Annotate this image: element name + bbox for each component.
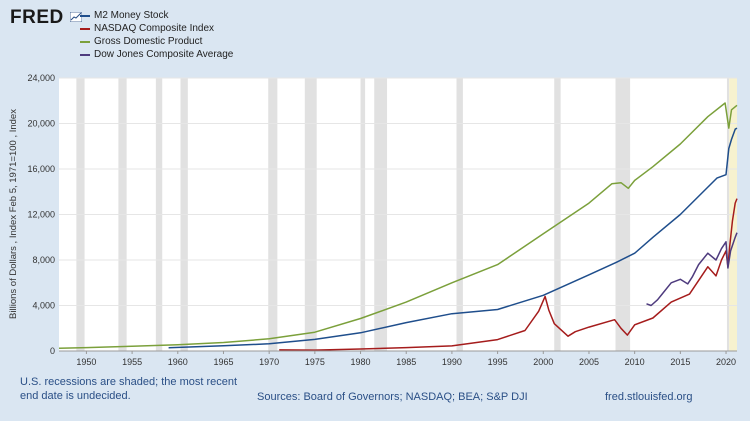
x-tick-label: 1990 xyxy=(442,357,462,367)
x-tick-label: 1960 xyxy=(168,357,188,367)
y-tick-label: 16,000 xyxy=(27,164,55,174)
series-lines xyxy=(58,102,738,351)
x-tick-label: 2000 xyxy=(533,357,553,367)
x-tick-label: 1995 xyxy=(488,357,508,367)
legend-label: Dow Jones Composite Average xyxy=(94,49,234,60)
recession-note-line1: U.S. recessions are shaded; the most rec… xyxy=(20,376,238,388)
sources-text: Sources: Board of Governors; NASDAQ; BEA… xyxy=(257,391,528,403)
graph-header: FRED M2 Money Stock NASDAQ Composite Inde… xyxy=(6,5,746,65)
fred-logo: FRED xyxy=(10,7,64,28)
x-tick-label: 1975 xyxy=(305,357,325,367)
y-tick-label: 12,000 xyxy=(27,210,55,220)
legend-label: M2 Money Stock xyxy=(94,10,169,21)
legend-swatch xyxy=(80,40,90,43)
recession-note: U.S. recessions are shaded; the most rec… xyxy=(20,375,237,403)
y-tick-label: 20,000 xyxy=(27,119,55,129)
x-tick-label: 1985 xyxy=(396,357,416,367)
y-axis-ticks: 0 4,000 8,000 12,000 16,000 20,000 24,000 xyxy=(27,73,55,356)
legend-swatch xyxy=(80,27,90,30)
y-tick-label: 24,000 xyxy=(27,73,55,83)
legend-item: Gross Domestic Product xyxy=(80,35,233,48)
x-tick-label: 1970 xyxy=(259,357,279,367)
legend-item: M2 Money Stock xyxy=(80,9,233,22)
series-line-gross-domestic-product xyxy=(58,102,738,349)
x-tick-label: 2005 xyxy=(579,357,599,367)
site-link[interactable]: fred.stlouisfed.org xyxy=(605,391,693,403)
fred-logo-chart-icon xyxy=(70,12,82,22)
recession-note-line2: end date is undecided. xyxy=(20,390,131,402)
y-tick-label: 0 xyxy=(50,346,55,356)
y-axis-label: Billions of Dollars , Index Feb 5, 1971=… xyxy=(8,109,19,319)
legend-swatch xyxy=(80,14,90,17)
series-line-m2-money-stock xyxy=(168,127,738,349)
y-tick-label: 8,000 xyxy=(32,255,55,265)
legend-label: NASDAQ Composite Index xyxy=(94,23,215,34)
chart-legend: M2 Money Stock NASDAQ Composite Index Gros… xyxy=(80,9,233,61)
legend-swatch xyxy=(80,53,90,56)
x-tick-label: 1955 xyxy=(122,357,142,367)
x-tick-label: 2020 xyxy=(716,357,736,367)
x-tick-label: 2010 xyxy=(625,357,645,367)
series-line-dow-jones-composite-average xyxy=(646,232,738,307)
x-tick-label: 1980 xyxy=(351,357,371,367)
legend-item: NASDAQ Composite Index xyxy=(80,22,233,35)
x-axis-ticks: 1950 1955 1960 1965 1970 1975 1980 1985 1990 1995… xyxy=(59,350,737,367)
x-tick-label: 2015 xyxy=(670,357,690,367)
legend-label: Gross Domestic Product xyxy=(94,36,203,47)
x-tick-label: 1965 xyxy=(213,357,233,367)
legend-item: Dow Jones Composite Average xyxy=(80,48,233,61)
x-tick-label: 1950 xyxy=(76,357,96,367)
y-tick-label: 4,000 xyxy=(32,301,55,311)
